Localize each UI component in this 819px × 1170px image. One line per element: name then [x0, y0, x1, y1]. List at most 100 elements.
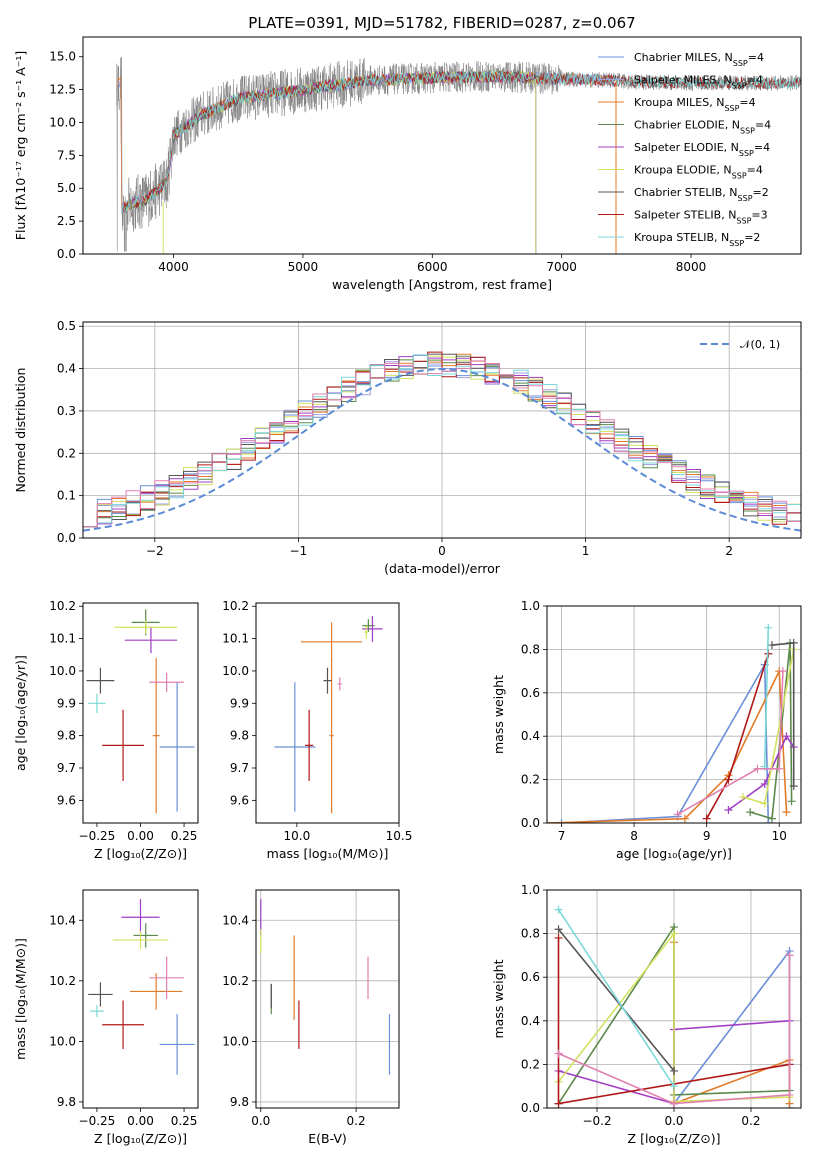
- x-tick-label: 9: [703, 829, 711, 843]
- weight-marker-pink: [554, 1049, 563, 1058]
- y-tick-label: 9.9: [57, 696, 76, 710]
- weight-marker-chab_stelib: [554, 925, 563, 934]
- weight-marker-krou_elodie: [670, 929, 678, 938]
- y-axis-label: mass weight: [491, 675, 506, 754]
- x-tick-label: 7000: [546, 260, 577, 274]
- plot-area: [547, 623, 798, 823]
- weight-line-krou_stelib: [557, 909, 675, 1087]
- weight-marker-chab_stelib: [789, 782, 798, 791]
- legend-value: =2: [753, 186, 769, 199]
- plot-area: [554, 905, 794, 1108]
- y-tick-label: 9.7: [57, 761, 76, 775]
- model-spectrum-krou_stelib: [121, 69, 801, 214]
- weight-marker-chab_miles: [764, 819, 773, 823]
- x-axis-label: E(B-V): [308, 1131, 347, 1146]
- weight-line-krou_stelib: [763, 627, 770, 767]
- legend-value: =2: [744, 231, 760, 244]
- y-tick-label: 0.4: [521, 729, 540, 743]
- x-tick-label: −0.25: [79, 1114, 116, 1128]
- legend-value: =4: [747, 74, 763, 87]
- x-tick-label: −1: [290, 544, 308, 558]
- histogram-salp_stelib: [83, 351, 801, 528]
- axes-frame: [255, 889, 400, 1109]
- x-tick-label: 0.00: [127, 829, 154, 843]
- legend-subscript: SSP: [740, 126, 755, 135]
- weight-line-pink: [558, 955, 791, 1105]
- weight-line-chab_miles: [561, 661, 770, 823]
- weight-marker-salp_stelib: [724, 775, 733, 784]
- x-axis-label: mass [log₁₀(M/M⊙)]: [267, 846, 389, 861]
- x-axis-label: Z [log₁₀(Z/Z⊙)]: [94, 846, 187, 861]
- weight-marker-krou_stelib: [554, 905, 563, 914]
- legend-subscript: SSP: [733, 59, 748, 68]
- weight-marker-krou_miles: [680, 814, 689, 823]
- y-tick-label: 0.4: [521, 1014, 540, 1028]
- y-axis-label: Flux [fλ10⁻¹⁷ erg cm⁻² s⁻¹ A⁻¹]: [13, 51, 28, 240]
- y-tick-label: 0.6: [521, 970, 540, 984]
- x-tick-label: −0.2: [582, 1114, 611, 1128]
- y-tick-label: 10.0: [49, 115, 76, 129]
- weight-line-pink: [677, 671, 784, 815]
- plot-area: [260, 899, 391, 1075]
- weight-marker-pink: [753, 764, 762, 773]
- y-tick-label: 10.2: [222, 974, 249, 988]
- y-tick-label: 0.5: [57, 319, 76, 333]
- x-tick-label: 8: [630, 829, 638, 843]
- y-tick-label: 15.0: [49, 50, 76, 64]
- x-tick-label: −0.25: [79, 829, 116, 843]
- axes-frame: [546, 605, 802, 824]
- legend-label-chab_elodie: Chabrier ELODIE, NSSP=4: [634, 119, 771, 136]
- panel-spectrum: 4000 5000 6000 7000 8000 0.0 2.5 5.0 7.5 10.0 12.5…: [13, 14, 802, 292]
- y-tick-label: 0.0: [57, 531, 76, 545]
- y-tick-label: 9.8: [230, 1095, 249, 1109]
- y-tick-label: 0.2: [57, 446, 76, 460]
- axes-frame: [82, 36, 802, 255]
- y-tick-label: 10.1: [222, 632, 249, 646]
- weight-marker-pink: [775, 764, 784, 773]
- weight-marker-krou_elodie: [738, 792, 747, 801]
- weight-marker-krou_stelib: [670, 1082, 678, 1091]
- weight-marker-chab_stelib: [767, 641, 776, 650]
- y-tick-label: 10.0: [222, 1034, 249, 1048]
- x-tick-label: 7: [558, 829, 566, 843]
- axes-frame: [255, 602, 400, 824]
- y-tick-label: 0.0: [521, 1101, 540, 1115]
- y-axis-label: mass weight: [491, 959, 506, 1038]
- y-tick-label: 0.2: [521, 773, 540, 787]
- weight-marker-chab_stelib: [670, 1066, 678, 1075]
- x-tick-label: −2: [146, 544, 164, 558]
- axes-frame: [546, 889, 802, 1109]
- y-tick-label: 9.9: [230, 696, 249, 710]
- y-axis-label: mass [log₁₀(M/M⊙)]: [13, 938, 28, 1060]
- plot-area: [116, 56, 801, 254]
- weight-marker-chab_elodie: [746, 808, 755, 817]
- weight-marker-pink: [778, 667, 787, 676]
- normal-distribution-curve: [83, 367, 801, 532]
- legend-subscript: SSP: [732, 81, 747, 90]
- panel-age_vs_mass: 10.0 10.5 9.6 9.7 9.8 9.9 10.0 10.1 10.2 mass [lo…: [222, 599, 412, 861]
- x-tick-label: 0.2: [741, 1114, 760, 1128]
- axes-frame: [82, 321, 802, 539]
- axes-frame: [82, 889, 199, 1109]
- x-tick-label: 0.0: [664, 1114, 683, 1128]
- y-tick-label: 10.2: [49, 974, 76, 988]
- weight-marker-salp_elodie: [760, 779, 769, 788]
- x-tick-label: 8000: [676, 260, 707, 274]
- y-tick-label: 10.1: [49, 632, 76, 646]
- legend-label-krou_elodie: Kroupa ELODIE, NSSP=4: [634, 164, 763, 181]
- x-tick-label: 0.00: [127, 1114, 154, 1128]
- weight-marker-pink: [673, 810, 682, 819]
- panel-weight_vs_Z: −0.2 0.0 0.2 0.0 0.2 0.4 0.6 0.8 1.0 Z [log₁₀(Z/Z…: [491, 883, 802, 1146]
- x-tick-label: 6000: [417, 260, 448, 274]
- legend-label-salp_miles: Salpeter MILES, NSSP=4: [634, 74, 763, 91]
- plot-area: [86, 609, 195, 814]
- x-axis-label: Z [log₁₀(Z/Z⊙)]: [94, 1131, 187, 1146]
- weight-marker-salp_elodie: [782, 732, 791, 741]
- weight-marker-salp_stelib: [554, 1099, 563, 1108]
- x-tick-label: 0: [438, 544, 446, 558]
- weight-marker-krou_miles: [782, 808, 791, 817]
- legend-subscript: SSP: [736, 216, 751, 225]
- plot-area: [274, 615, 383, 814]
- y-tick-label: 1.0: [521, 883, 540, 897]
- y-tick-label: 0.8: [521, 927, 540, 941]
